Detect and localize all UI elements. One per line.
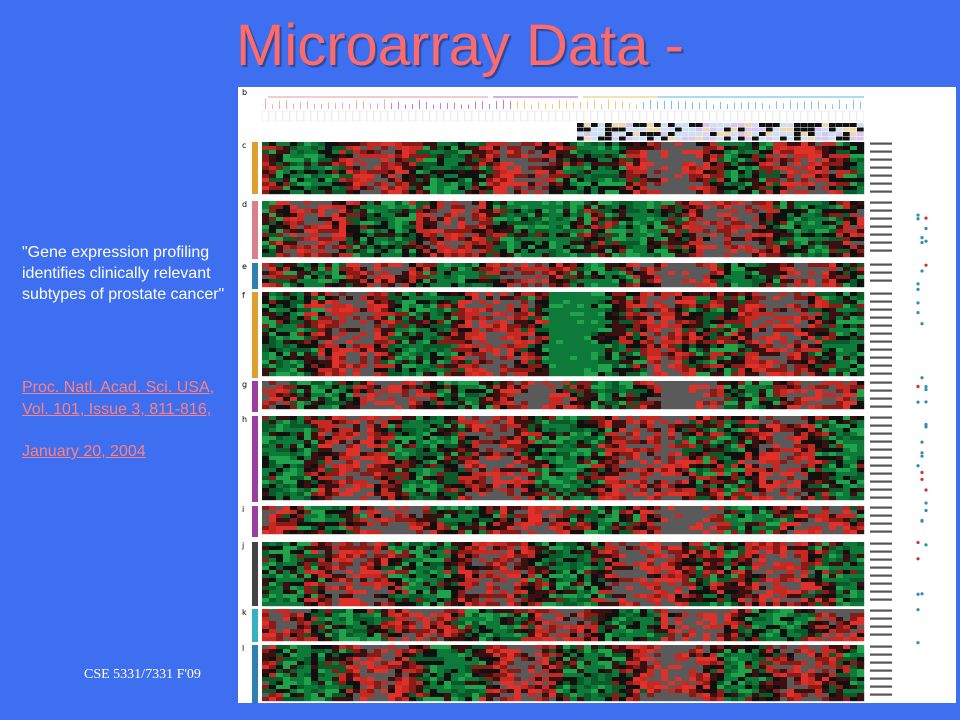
panel-letter: l — [242, 644, 244, 653]
expression-heatmap — [252, 142, 865, 703]
panel-letter: f — [242, 291, 245, 300]
panel-letter: j — [241, 541, 244, 550]
paper-title-caption: "Gene expression profiling identifies cl… — [22, 244, 225, 303]
heatmap-svg: c d e f g h i j k l b — [241, 88, 928, 703]
panel-letter: i — [242, 505, 244, 514]
sample-annotation-header — [261, 110, 864, 141]
citation: Proc. Natl. Acad. Sci. USA, Vol. 101, Is… — [22, 377, 232, 463]
panel-letter: d — [242, 200, 247, 209]
panel-letter: c — [242, 141, 246, 150]
citation-date-link[interactable]: January 20, 2004 — [22, 443, 146, 460]
panel-letter: g — [242, 380, 247, 389]
panel-letter: h — [242, 415, 247, 424]
panel-letter: b — [242, 88, 247, 97]
microarray-heatmap-figure: c d e f g h i j k l b — [238, 87, 956, 703]
citation-link[interactable]: Proc. Natl. Acad. Sci. USA, Vol. 101, Is… — [22, 379, 215, 418]
slide-footer: CSE 5331/7331 F'09 — [84, 667, 201, 682]
panel-letters: c d e f g h i j k l b — [241, 88, 247, 653]
slide-title: Microarray Data - — [236, 13, 684, 78]
panel-letter: e — [242, 262, 247, 271]
gene-label-column — [870, 142, 928, 696]
panel-letter: k — [242, 608, 247, 617]
sample-dendrogram — [265, 96, 864, 109]
